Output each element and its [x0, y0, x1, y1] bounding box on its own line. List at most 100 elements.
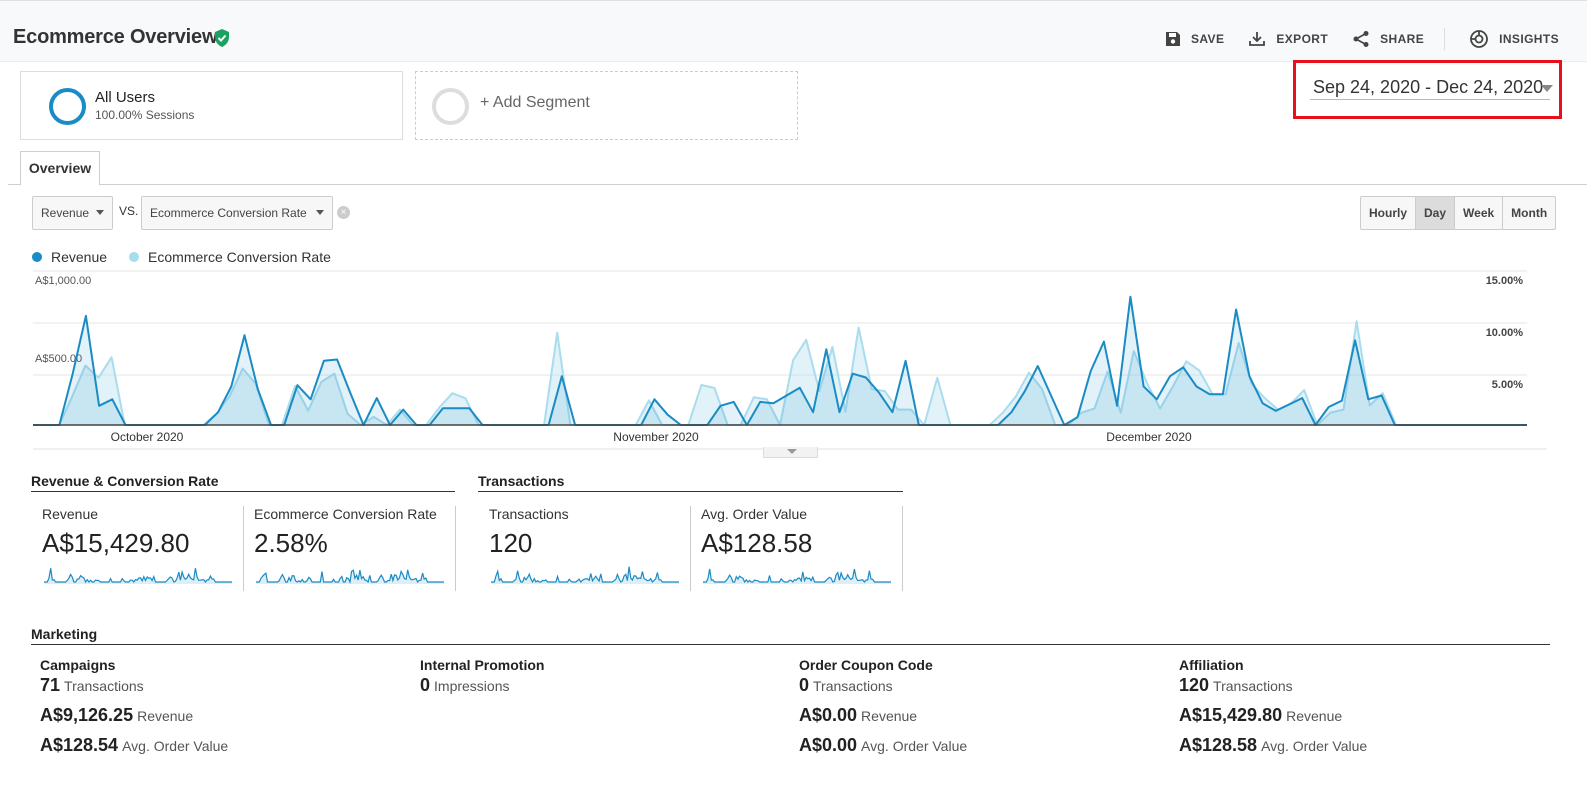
- insights-button[interactable]: INSIGHTS: [1469, 29, 1559, 49]
- sparkline-line: [256, 569, 444, 585]
- sparkline-line: [491, 566, 679, 584]
- marketing-row: A$15,429.80 Revenue: [1179, 705, 1367, 729]
- save-label: SAVE: [1190, 32, 1225, 46]
- chart-legend: Revenue Ecommerce Conversion Rate: [32, 249, 353, 265]
- marketing-unit: Avg. Order Value: [1261, 738, 1368, 754]
- granularity-hourly[interactable]: Hourly: [1369, 206, 1408, 220]
- metric-conversion-rate[interactable]: Ecommerce Conversion Rate 2.58%: [243, 506, 456, 591]
- tab-divider: [8, 184, 1587, 185]
- marketing-order-coupon-code[interactable]: Order Coupon Code 0 Transactions A$0.00 Re…: [799, 657, 967, 759]
- primary-metric-dropdown[interactable]: Revenue: [32, 196, 113, 230]
- marketing-row: A$0.00 Revenue: [799, 705, 967, 729]
- marketing-unit: Revenue: [1286, 708, 1343, 724]
- timeline-chart: A$1,000.00 A$500.00 15.00% 10.00% 5.00% Octob…: [33, 270, 1547, 450]
- report-header: [0, 0, 1587, 62]
- export-icon: [1249, 32, 1266, 46]
- marketing-unit: Impressions: [434, 678, 510, 694]
- metric-label: Avg. Order Value: [701, 506, 808, 522]
- primary-metric-label: Revenue: [41, 206, 90, 220]
- marketing-title: Order Coupon Code: [799, 657, 933, 673]
- segment-name: All Users: [95, 89, 156, 106]
- section-marketing: Marketing: [31, 626, 1550, 645]
- marketing-title: Internal Promotion: [420, 657, 545, 673]
- metric-value: 2.58%: [254, 528, 328, 558]
- marketing-row: 0 Transactions: [799, 675, 967, 699]
- sparkline: [491, 566, 679, 584]
- marketing-row: A$128.58 Avg. Order Value: [1179, 735, 1367, 759]
- segment-ring-icon: [49, 88, 86, 125]
- granularity-day[interactable]: Day: [1415, 197, 1455, 229]
- date-range-underline: [1310, 99, 1550, 100]
- marketing-internal-promotion[interactable]: Internal Promotion 0 Impressions: [420, 657, 544, 699]
- section-revenue-conversion: Revenue & Conversion Rate: [31, 473, 455, 492]
- marketing-value: A$9,126.25: [40, 705, 134, 725]
- legend-label: Ecommerce Conversion Rate: [148, 249, 331, 265]
- x-axis-label: December 2020: [1106, 430, 1192, 444]
- save-icon: [1165, 32, 1180, 46]
- marketing-value: A$128.58: [1179, 735, 1258, 755]
- marketing-campaigns[interactable]: Campaigns 71 Transactions A$9,126.25 Reven…: [40, 657, 228, 759]
- caret-down-icon: [316, 210, 324, 215]
- granularity-toggle: Hourly Day Week Month: [1360, 196, 1557, 230]
- chart-expand-toggle[interactable]: [763, 447, 818, 458]
- marketing-value: A$15,429.80: [1179, 705, 1283, 725]
- marketing-row: 0 Impressions: [420, 675, 544, 699]
- marketing-unit: Transactions: [1213, 678, 1293, 694]
- marketing-unit: Transactions: [813, 678, 893, 694]
- date-range-picker[interactable]: Sep 24, 2020 - Dec 24, 2020: [1293, 60, 1562, 119]
- granularity-week[interactable]: Week: [1454, 197, 1502, 229]
- export-label: EXPORT: [1276, 32, 1329, 46]
- marketing-row: 120 Transactions: [1179, 675, 1367, 699]
- chevron-down-icon: [1541, 85, 1553, 92]
- marketing-unit: Avg. Order Value: [861, 738, 968, 754]
- marketing-value: A$128.54: [40, 735, 119, 755]
- marketing-row: A$0.00 Avg. Order Value: [799, 735, 967, 759]
- save-button[interactable]: SAVE: [1165, 31, 1224, 47]
- marketing-value: A$0.00: [799, 735, 858, 755]
- tab-overview[interactable]: Overview: [20, 151, 100, 185]
- add-segment-button[interactable]: + Add Segment: [415, 71, 798, 140]
- share-button[interactable]: SHARE: [1352, 30, 1424, 48]
- y-left-tick-label: A$1,000.00: [35, 275, 91, 287]
- y-right-tick-label: 15.00%: [1486, 275, 1524, 287]
- marketing-unit: Transactions: [64, 678, 144, 694]
- marketing-row: A$9,126.25 Revenue: [40, 705, 228, 729]
- marketing-unit: Revenue: [861, 708, 918, 724]
- add-segment-ring-icon: [432, 88, 469, 125]
- segment-all-users[interactable]: All Users 100.00% Sessions: [20, 71, 403, 140]
- comparison-metric-label: Ecommerce Conversion Rate: [150, 206, 307, 220]
- page-title: Ecommerce Overview: [13, 26, 218, 48]
- metric-transactions[interactable]: Transactions 120: [478, 506, 691, 591]
- y-left-tick-label: A$500.00: [35, 353, 82, 365]
- metric-label: Ecommerce Conversion Rate: [254, 506, 437, 522]
- clear-comparison-icon[interactable]: ×: [337, 206, 350, 219]
- insights-label: INSIGHTS: [1499, 32, 1559, 46]
- segment-detail: 100.00% Sessions: [95, 108, 195, 122]
- verified-shield-icon: [215, 29, 229, 47]
- metric-revenue[interactable]: Revenue A$15,429.80: [31, 506, 244, 591]
- x-axis-label: November 2020: [613, 430, 699, 444]
- y-right-tick-label: 10.00%: [1486, 327, 1524, 339]
- vs-label: VS.: [119, 204, 139, 218]
- metric-avg-order-value[interactable]: Avg. Order Value A$128.58: [690, 506, 903, 591]
- series-area: [33, 321, 1527, 425]
- marketing-title: Campaigns: [40, 657, 116, 673]
- comparison-metric-dropdown[interactable]: Ecommerce Conversion Rate: [141, 196, 333, 230]
- x-axis-label: October 2020: [111, 430, 184, 444]
- toolbar-divider: [1444, 28, 1446, 50]
- metric-value: 120: [489, 528, 533, 558]
- sparkline-area: [256, 569, 444, 584]
- legend-item-conversion: Ecommerce Conversion Rate: [129, 249, 331, 265]
- legend-swatch: [129, 252, 140, 262]
- metric-value: A$128.58: [701, 528, 813, 558]
- marketing-affiliation[interactable]: Affiliation 120 Transactions A$15,429.80 R…: [1179, 657, 1367, 759]
- report-toolbar: SAVE EXPORT SHARE INSIGHTS: [1141, 28, 1559, 50]
- granularity-month[interactable]: Month: [1502, 197, 1555, 229]
- marketing-value: 120: [1179, 675, 1210, 695]
- marketing-value: 71: [40, 675, 61, 695]
- sparkline-area: [703, 569, 891, 584]
- marketing-row: 71 Transactions: [40, 675, 228, 699]
- section-transactions: Transactions: [478, 473, 903, 492]
- export-button[interactable]: EXPORT: [1248, 31, 1328, 47]
- sparkline-area: [44, 568, 232, 584]
